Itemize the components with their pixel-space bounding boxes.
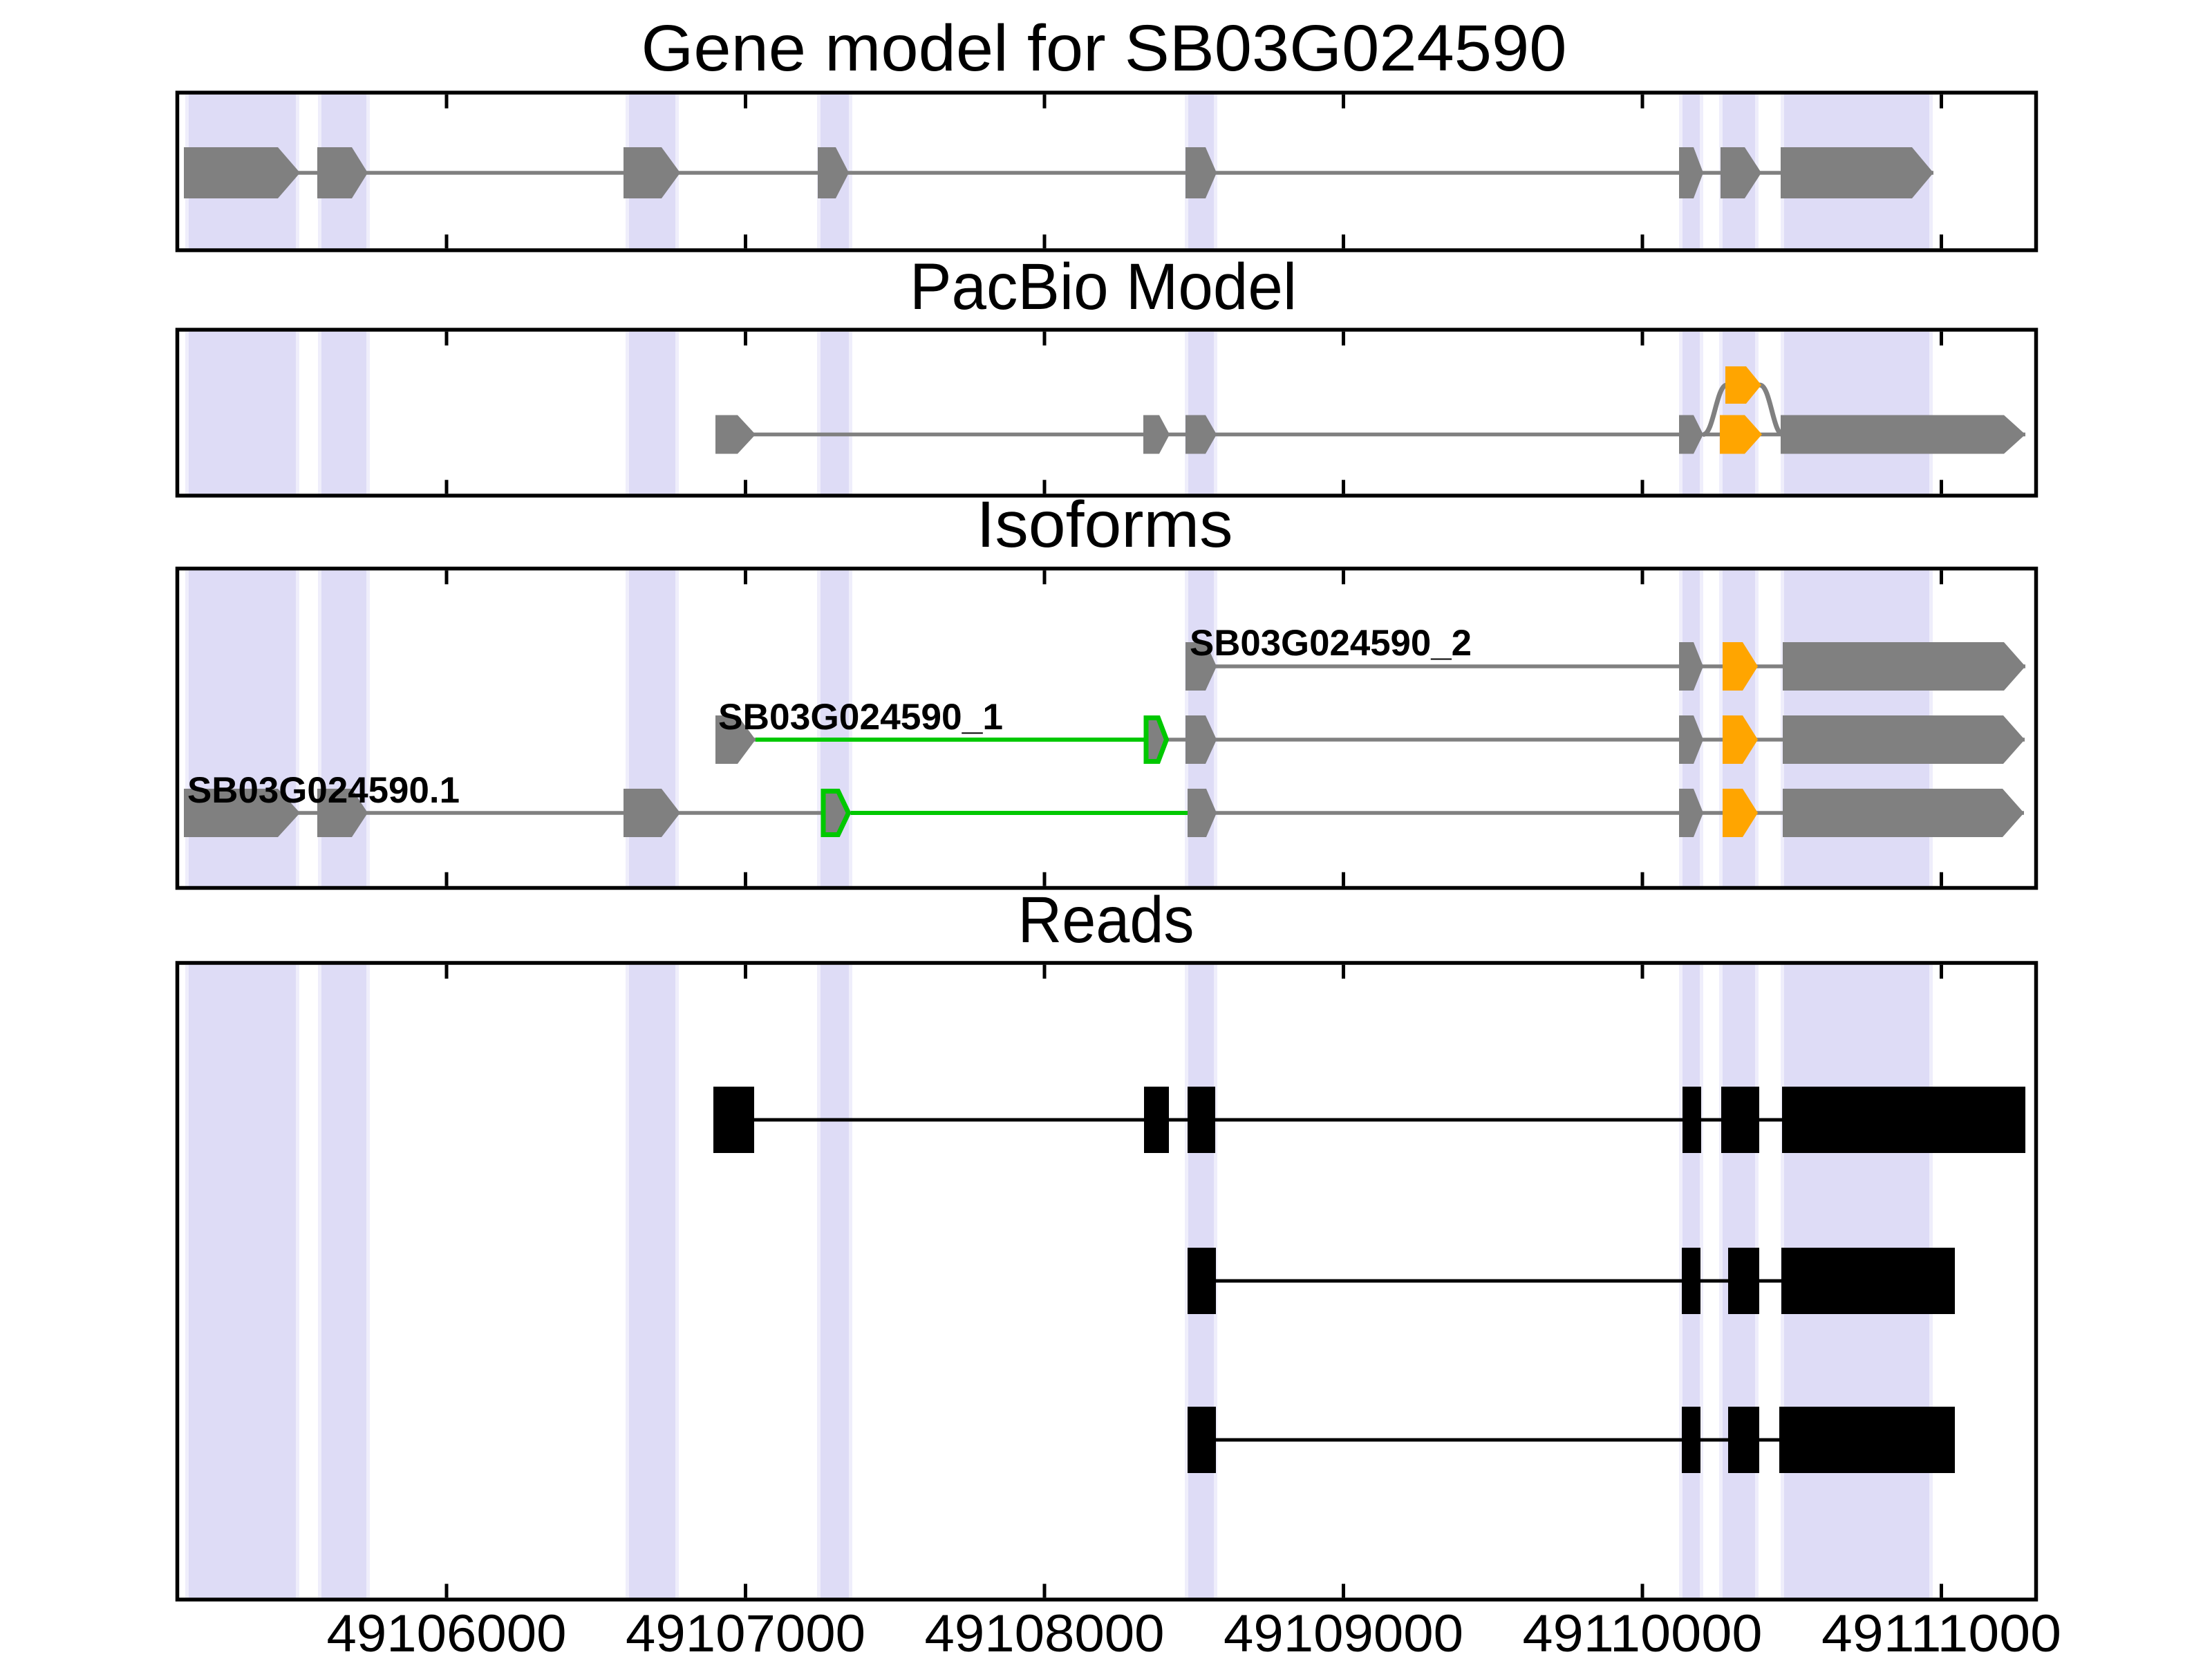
svg-text:SB03G024590_2: SB03G024590_2 [1190,623,1472,664]
svg-text:49109000: 49109000 [1224,1604,1463,1659]
svg-text:49111000: 49111000 [1821,1604,2061,1659]
svg-text:Isoforms: Isoforms [977,488,1233,561]
svg-text:PacBio Model: PacBio Model [910,250,1297,324]
svg-text:SB03G024590_1: SB03G024590_1 [718,697,1003,738]
svg-text:SB03G024590.1: SB03G024590.1 [187,770,460,811]
svg-text:49106000: 49106000 [327,1604,567,1659]
svg-text:49110000: 49110000 [1523,1604,1763,1659]
svg-text:Gene model for SB03G024590: Gene model for SB03G024590 [641,12,1567,85]
svg-text:49108000: 49108000 [925,1604,1165,1659]
svg-text:Reads: Reads [1018,883,1194,957]
svg-text:49107000: 49107000 [626,1604,865,1659]
